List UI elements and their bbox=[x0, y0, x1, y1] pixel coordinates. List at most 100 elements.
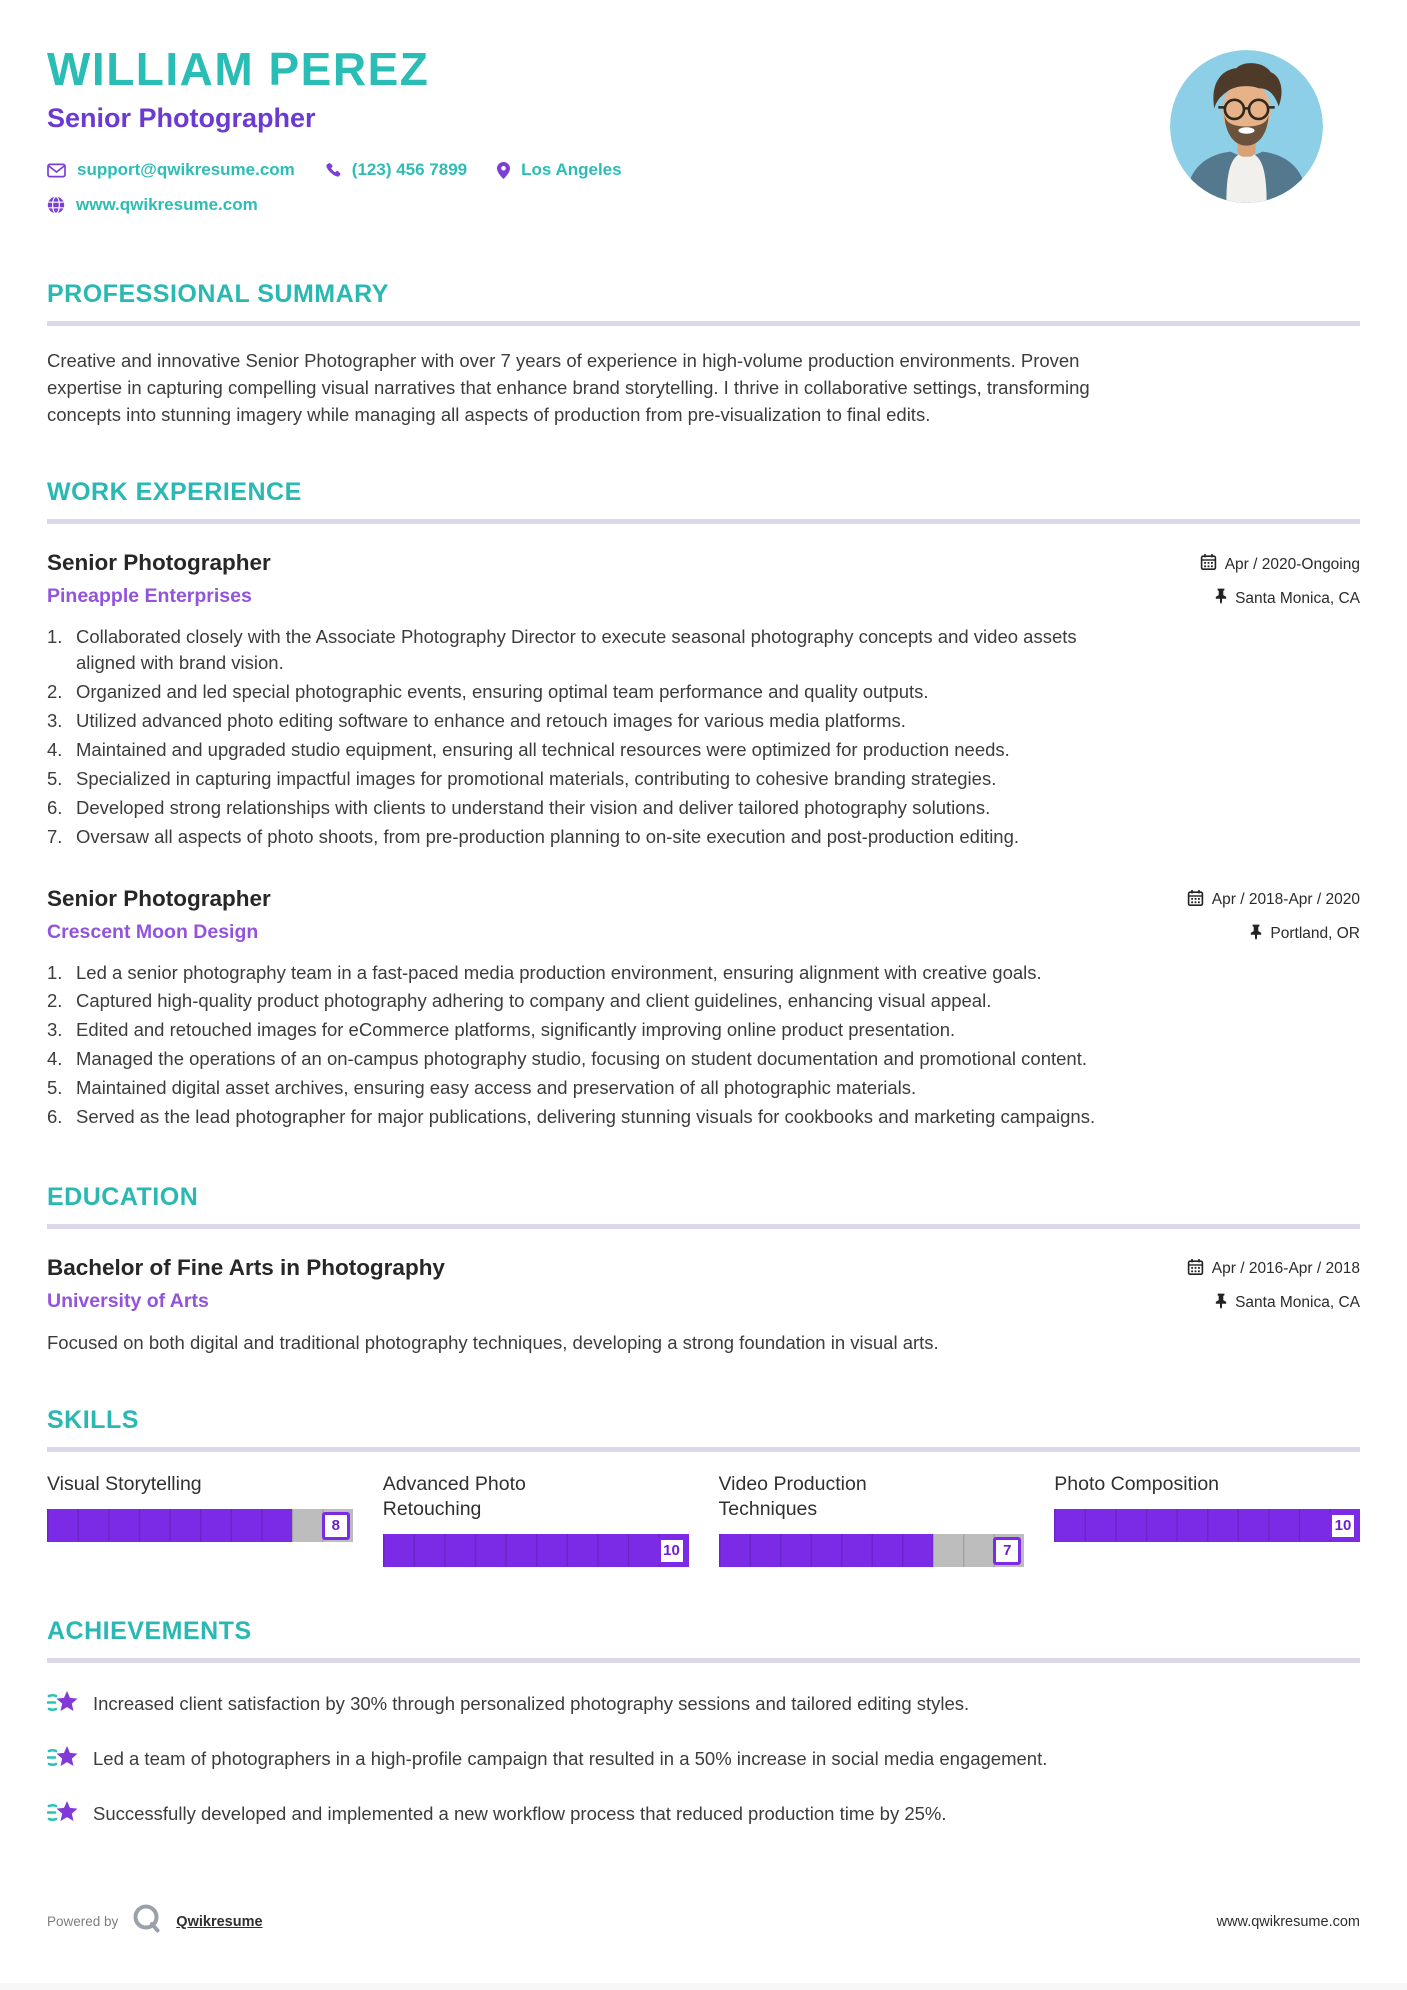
star-icon bbox=[46, 1801, 78, 1831]
skill-item: Photo Composition 10 bbox=[1054, 1472, 1360, 1543]
contact-location[interactable]: Los Angeles bbox=[497, 160, 622, 180]
job-bullet: Developed strong relationships with clie… bbox=[47, 795, 991, 821]
experience-heading: WORK EXPERIENCE bbox=[47, 478, 302, 507]
job-entry-head: Senior Photographer Crescent Moon Design… bbox=[47, 886, 1360, 945]
education-entry-head: Bachelor of Fine Arts in Photography Uni… bbox=[47, 1255, 1360, 1314]
footer-branding: Powered by Qwikresume bbox=[47, 1902, 263, 1941]
section-divider bbox=[47, 1223, 1360, 1229]
achievement-text: Led a team of photographers in a high-pr… bbox=[93, 1748, 1048, 1770]
job-bullet-list: Led a senior photography team in a fast-… bbox=[47, 960, 1122, 1130]
calendar-icon bbox=[1187, 889, 1204, 912]
skill-name: Photo Composition bbox=[1054, 1472, 1220, 1495]
contact-phone-value: (123) 456 7899 bbox=[351, 160, 468, 180]
job-date-line: Apr / 2020-Ongoing bbox=[1200, 553, 1360, 576]
section-divider bbox=[47, 321, 1360, 326]
job-title: Senior Photographer bbox=[47, 550, 271, 576]
calendar-icon bbox=[1200, 553, 1217, 576]
skill-level-badge: 7 bbox=[993, 1536, 1022, 1565]
skill-progress-bar: 8 bbox=[47, 1509, 353, 1543]
achievement-item: Successfully developed and implemented a… bbox=[46, 1801, 1360, 1831]
skills-grid: Visual Storytelling 8 Advanced Photo Ret… bbox=[47, 1472, 1360, 1568]
candidate-name: WILLIAM PEREZ bbox=[47, 43, 430, 95]
avatar bbox=[1170, 50, 1323, 203]
contact-phone[interactable]: (123) 456 7899 bbox=[325, 160, 467, 180]
education-school: University of Arts bbox=[47, 1289, 209, 1312]
section-achievements: ACHIEVEMENTS Increased client satisfacti… bbox=[46, 1617, 1360, 1856]
contact-website[interactable]: www.qwikresume.com bbox=[47, 195, 258, 215]
skill-progress-bar: 7 bbox=[718, 1534, 1025, 1568]
job-company: Crescent Moon Design bbox=[47, 920, 259, 943]
education-entry-left: Bachelor of Fine Arts in Photography Uni… bbox=[47, 1255, 445, 1313]
qwikresume-link[interactable]: Qwikresume bbox=[176, 1913, 263, 1930]
contact-row-primary: support@qwikresume.com (123) 456 7899 Lo… bbox=[47, 160, 1360, 180]
job-entry-head: Senior Photographer Pineapple Enterprise… bbox=[47, 550, 1360, 609]
job-bullet: Captured high-quality product photograph… bbox=[47, 988, 992, 1014]
job-company: Pineapple Enterprises bbox=[47, 585, 252, 608]
job-location-line: Santa Monica, CA bbox=[1200, 588, 1360, 609]
skill-name: Visual Storytelling bbox=[47, 1472, 202, 1495]
contact-row-secondary: www.qwikresume.com bbox=[47, 195, 1360, 215]
pushpin-icon bbox=[1215, 1293, 1227, 1314]
phone-icon bbox=[325, 162, 341, 178]
achievement-item: Increased client satisfaction by 30% thr… bbox=[46, 1691, 1360, 1721]
job-bullet: Organized and led special photographic e… bbox=[47, 679, 929, 705]
skills-heading: SKILLS bbox=[47, 1405, 139, 1434]
job-entry-left: Senior Photographer Pineapple Enterprise… bbox=[47, 550, 271, 608]
calendar-icon bbox=[1187, 1258, 1204, 1281]
skill-name: Video Production Techniques bbox=[718, 1472, 867, 1521]
section-work-experience: WORK EXPERIENCE Senior Photographer Pine… bbox=[47, 478, 1360, 1132]
candidate-title: Senior Photographer bbox=[47, 103, 316, 134]
skill-progress-bar: 10 bbox=[382, 1534, 689, 1568]
pushpin-icon bbox=[1215, 588, 1227, 609]
achievements-heading: ACHIEVEMENTS bbox=[47, 1617, 252, 1646]
section-skills: SKILLS Visual Storytelling 8 Advanced Ph… bbox=[47, 1406, 1360, 1568]
skill-progress-fill bbox=[718, 1534, 933, 1568]
job-entry-left: Senior Photographer Crescent Moon Design bbox=[47, 886, 271, 944]
star-icon bbox=[46, 1691, 78, 1721]
summary-heading: PROFESSIONAL SUMMARY bbox=[47, 280, 389, 308]
achievement-text: Increased client satisfaction by 30% thr… bbox=[93, 1693, 970, 1715]
skill-name: Advanced Photo Retouching bbox=[382, 1472, 526, 1521]
job-date: Apr / 2020-Ongoing bbox=[1224, 555, 1360, 573]
section-professional-summary: PROFESSIONAL SUMMARY Creative and innova… bbox=[47, 280, 1360, 428]
skill-level-badge: 10 bbox=[1329, 1511, 1357, 1540]
job-title: Senior Photographer bbox=[47, 885, 271, 911]
job-location: Santa Monica, CA bbox=[1235, 589, 1360, 607]
footer: Powered by Qwikresume www.qwikresume.com bbox=[0, 1862, 1407, 1983]
job-bullet: Specialized in capturing impactful image… bbox=[47, 766, 997, 792]
section-divider bbox=[47, 1446, 1360, 1452]
skill-progress-fill bbox=[1054, 1509, 1360, 1543]
pushpin-icon bbox=[1250, 924, 1262, 945]
footer-website-link[interactable]: www.qwikresume.com bbox=[1216, 1913, 1360, 1930]
job-entry-meta: Apr / 2020-Ongoing Santa Monica, CA bbox=[1200, 550, 1360, 609]
job-bullet: Edited and retouched images for eCommerc… bbox=[47, 1017, 956, 1043]
achievements-list: Increased client satisfaction by 30% thr… bbox=[46, 1691, 1360, 1831]
star-icon bbox=[46, 1746, 78, 1776]
job-location-line: Portland, OR bbox=[1187, 924, 1360, 945]
education-location-line: Santa Monica, CA bbox=[1187, 1293, 1360, 1314]
job-date-line: Apr / 2018-Apr / 2020 bbox=[1187, 889, 1360, 912]
skill-level-badge: 8 bbox=[321, 1511, 350, 1540]
job-bullet: Maintained digital asset archives, ensur… bbox=[47, 1075, 917, 1101]
skill-item: Video Production Techniques 7 bbox=[718, 1472, 1025, 1568]
education-location: Santa Monica, CA bbox=[1235, 1294, 1360, 1312]
contact-email-value: support@qwikresume.com bbox=[77, 160, 295, 180]
job-location: Portland, OR bbox=[1270, 925, 1360, 943]
envelope-icon bbox=[47, 163, 66, 178]
education-degree: Bachelor of Fine Arts in Photography bbox=[47, 1254, 445, 1280]
education-description: Focused on both digital and traditional … bbox=[47, 1331, 939, 1353]
map-pin-icon bbox=[497, 161, 511, 179]
job-bullet: Served as the lead photographer for majo… bbox=[47, 1104, 1096, 1130]
summary-text: Creative and innovative Senior Photograp… bbox=[47, 350, 1090, 425]
education-date-line: Apr / 2016-Apr / 2018 bbox=[1187, 1258, 1360, 1281]
job-entry-meta: Apr / 2018-Apr / 2020 Portland, OR bbox=[1187, 886, 1360, 945]
skill-progress-bar: 10 bbox=[1054, 1509, 1360, 1543]
contact-email[interactable]: support@qwikresume.com bbox=[47, 160, 295, 180]
skill-progress-fill bbox=[47, 1509, 292, 1543]
contact-website-value: www.qwikresume.com bbox=[76, 195, 258, 215]
resume-header: WILLIAM PEREZ Senior Photographer suppor… bbox=[47, 45, 1360, 230]
education-heading: EDUCATION bbox=[47, 1182, 199, 1211]
section-education: EDUCATION Bachelor of Fine Arts in Photo… bbox=[47, 1183, 1360, 1356]
job-bullet: Managed the operations of an on-campus p… bbox=[47, 1046, 1087, 1072]
skill-item: Visual Storytelling 8 bbox=[47, 1472, 353, 1543]
